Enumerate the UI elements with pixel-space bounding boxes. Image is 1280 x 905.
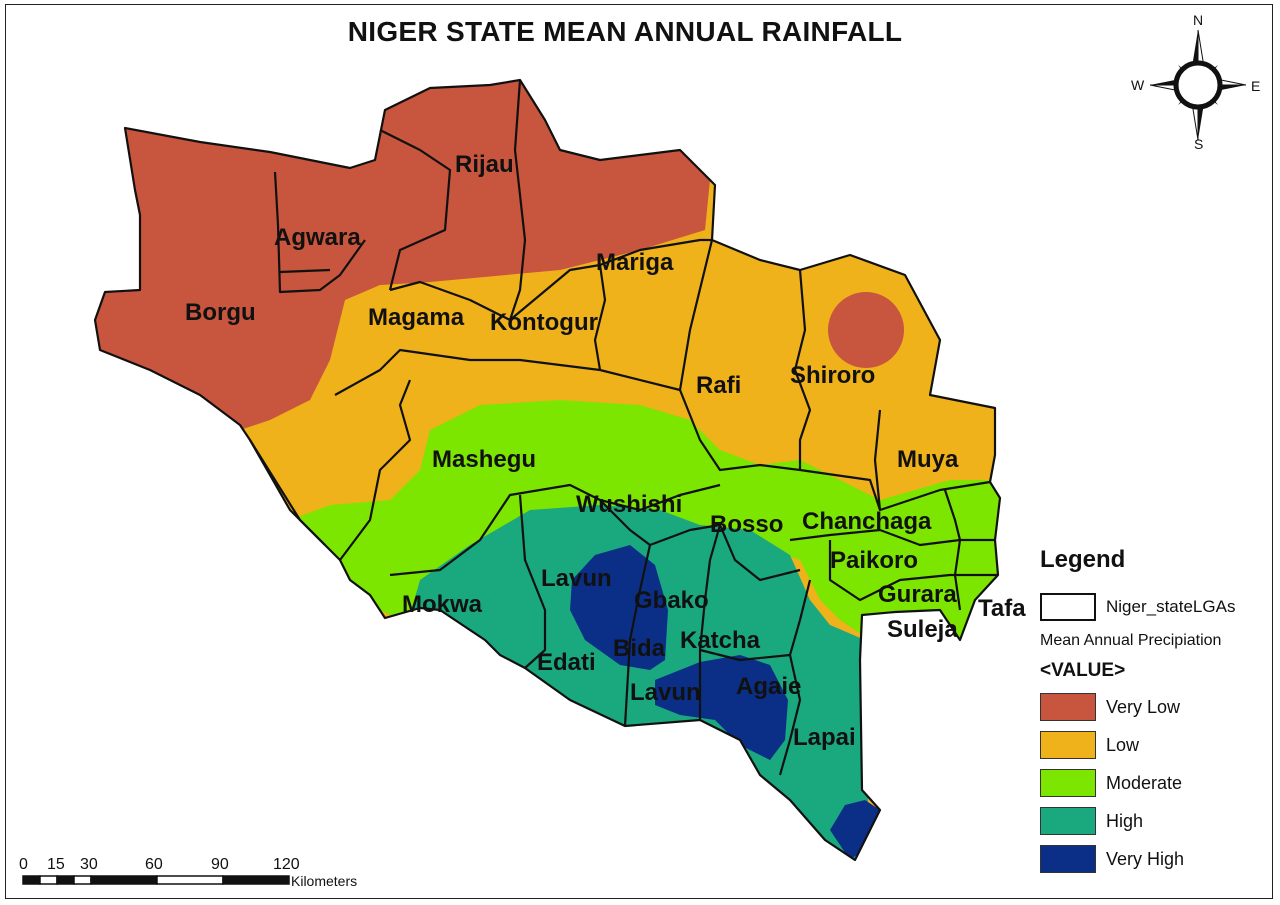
boundary-mashegu-south bbox=[389, 483, 721, 577]
legend-swatch-low bbox=[1040, 731, 1096, 759]
boundary-paikoro bbox=[828, 540, 998, 602]
label-muya: Muya bbox=[897, 446, 959, 473]
compass-n: N bbox=[1193, 12, 1203, 28]
label-katcha: Katcha bbox=[680, 627, 761, 654]
label-lapai: Lapai bbox=[793, 724, 856, 751]
label-rafi: Rafi bbox=[696, 372, 741, 399]
label-suleja: Suleja bbox=[887, 616, 958, 643]
legend-label-low: Low bbox=[1106, 734, 1140, 755]
label-edati: Edati bbox=[537, 649, 596, 676]
legend-subtitle: Mean Annual Precipiation bbox=[1040, 632, 1222, 649]
label-chanchaga: Chanchaga bbox=[802, 508, 932, 535]
label-tafa: Tafa bbox=[978, 595, 1026, 622]
compass-s: S bbox=[1194, 136, 1203, 152]
legend: Legend Niger_stateLGAs Mean Annual Preci… bbox=[1040, 546, 1270, 878]
label-mariga: Mariga bbox=[596, 249, 674, 276]
legend-swatch-very-low bbox=[1040, 693, 1096, 721]
legend-swatch-moderate bbox=[1040, 769, 1096, 797]
state-outline bbox=[93, 78, 1002, 862]
boundary-agaie-lapai bbox=[778, 654, 802, 776]
boundary-agwara bbox=[273, 171, 366, 294]
legend-row-very-low: Very Low bbox=[1040, 688, 1270, 726]
zone-very-low-shiroro bbox=[828, 292, 904, 368]
legend-row-moderate: Moderate bbox=[1040, 764, 1270, 802]
boundary-kontogur-east bbox=[593, 264, 607, 371]
legend-row-high: High bbox=[1040, 802, 1270, 840]
boundary-north-band bbox=[389, 238, 712, 322]
scale-unit: Kilometers bbox=[291, 873, 357, 889]
label-lavun-south: Lavun bbox=[630, 679, 701, 706]
scale-tick-60: 60 bbox=[145, 856, 163, 873]
map-frame bbox=[5, 4, 1273, 899]
map-title: NIGER STATE MEAN ANNUAL RAINFALL bbox=[347, 16, 903, 47]
compass-rose-icon: N S W E bbox=[1131, 12, 1260, 152]
label-borgu: Borgu bbox=[185, 299, 256, 326]
label-lavun-north: Lavun bbox=[541, 565, 612, 592]
label-gurara: Gurara bbox=[878, 581, 957, 608]
legend-title: Legend bbox=[1040, 546, 1126, 573]
boundary-borgu-south bbox=[249, 439, 326, 546]
boundary-lavun-west bbox=[518, 494, 547, 669]
legend-label-high: High bbox=[1106, 810, 1144, 831]
compass-e: E bbox=[1251, 78, 1260, 94]
boundary-rijau-mariga bbox=[508, 79, 527, 321]
scale-tick-0: 0 bbox=[19, 856, 28, 873]
label-agwara: Agwara bbox=[274, 224, 361, 251]
boundary-gbako-north bbox=[649, 523, 801, 582]
boundary-agwara-inner bbox=[279, 268, 331, 274]
boundary-katcha-west bbox=[698, 524, 722, 720]
scale-tick-30: 30 bbox=[80, 856, 98, 873]
legend-row-low: Low bbox=[1040, 726, 1270, 764]
label-agaie: Agaie bbox=[736, 673, 801, 700]
boundary-rijau-west bbox=[379, 129, 452, 291]
boundary-central-north bbox=[334, 239, 714, 396]
legend-boundary-swatch bbox=[1040, 593, 1096, 621]
boundary-lavun-gbako bbox=[599, 499, 652, 727]
scale-tick-90: 90 bbox=[211, 856, 229, 873]
boundary-chanchaga bbox=[789, 528, 995, 547]
legend-row-very-high: Very High bbox=[1040, 840, 1270, 878]
label-rijau: Rijau bbox=[455, 151, 514, 178]
label-magama: Magama bbox=[368, 304, 465, 331]
label-paikoro: Paikoro bbox=[830, 547, 918, 574]
lga-labels: Rijau Agwara Mariga Borgu Magama Kontogu… bbox=[185, 151, 1026, 751]
label-bosso: Bosso bbox=[710, 511, 783, 538]
label-mashegu: Mashegu bbox=[432, 446, 536, 473]
legend-label-moderate: Moderate bbox=[1106, 772, 1183, 793]
legend-boundary-label: Niger_stateLGAs bbox=[1106, 597, 1236, 616]
label-bida: Bida bbox=[613, 635, 666, 662]
scale-bar: 0 15 30 60 90 120 Kilometers bbox=[19, 856, 357, 889]
label-shiroro: Shiroro bbox=[790, 362, 875, 389]
legend-label-very-low: Very Low bbox=[1106, 696, 1181, 717]
zone-very-high-agaie bbox=[655, 655, 788, 760]
lga-boundaries bbox=[93, 78, 1002, 862]
label-mokwa: Mokwa bbox=[402, 591, 483, 618]
boundary-rafi-shiroro bbox=[793, 269, 812, 470]
legend-label-very-high: Very High bbox=[1106, 848, 1185, 869]
label-kontogur: Kontogur bbox=[490, 309, 598, 336]
legend-swatch-high bbox=[1040, 807, 1096, 835]
label-wushishi: Wushishi bbox=[576, 491, 682, 518]
boundary-tafa bbox=[943, 489, 962, 611]
label-gbako: Gbako bbox=[634, 587, 709, 614]
legend-value-header: <VALUE> bbox=[1040, 660, 1126, 681]
scale-tick-15: 15 bbox=[47, 856, 65, 873]
boundary-muya-west bbox=[873, 409, 882, 511]
scale-tick-120: 120 bbox=[273, 856, 300, 873]
legend-boundary-row: Niger_stateLGAs bbox=[1040, 588, 1270, 626]
boundary-mokwa-west bbox=[339, 379, 412, 561]
legend-swatch-very-high bbox=[1040, 845, 1096, 873]
compass-w: W bbox=[1131, 77, 1145, 93]
boundary-rafi-south bbox=[678, 389, 801, 472]
